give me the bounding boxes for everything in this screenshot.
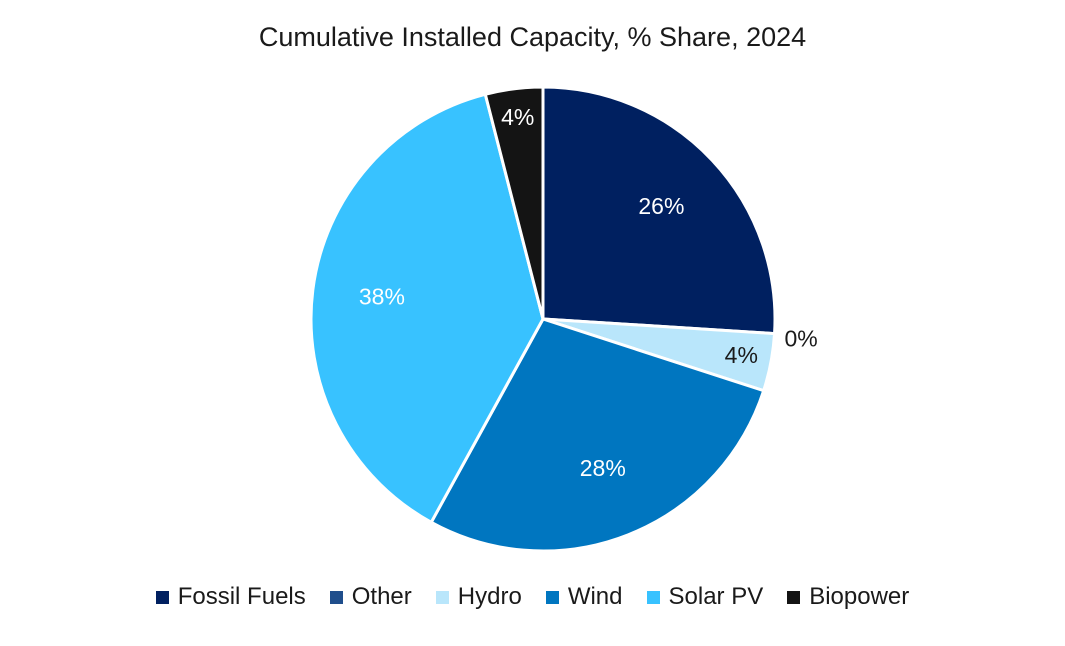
legend-swatch-hydro bbox=[435, 590, 449, 604]
legend-swatch-wind bbox=[545, 590, 559, 604]
slice-wind bbox=[429, 317, 766, 553]
data-label-fossil-fuels: 26% bbox=[638, 193, 684, 219]
legend-item-biopower: Biopower bbox=[787, 583, 909, 611]
legend-swatch-fossil-fuels bbox=[155, 590, 169, 604]
pie-slices bbox=[309, 85, 777, 553]
slice-labels: 26% 0% 4% 28% 38% 4% bbox=[359, 104, 818, 481]
chart-title: Cumulative Installed Capacity, % Share, … bbox=[258, 22, 807, 52]
slice-biopower bbox=[483, 85, 545, 321]
legend-label-hydro: Hydro bbox=[457, 583, 522, 610]
slice-fossil-fuels bbox=[541, 85, 777, 336]
slice-solar-pv bbox=[309, 92, 545, 524]
legend-label-solar-pv: Solar PV bbox=[668, 583, 764, 610]
legend-item-wind: Wind bbox=[545, 583, 623, 611]
legend-item-solar-pv: Solar PV bbox=[646, 583, 764, 611]
legend-item-fossil-fuels: Fossil Fuels bbox=[155, 583, 306, 611]
data-label-biopower: 4% bbox=[501, 104, 534, 130]
legend-item-hydro: Hydro bbox=[435, 583, 522, 611]
legend-item-other: Other bbox=[329, 583, 412, 611]
data-label-solar-pv: 38% bbox=[359, 284, 405, 310]
data-label-other: 0% bbox=[785, 325, 818, 351]
data-label-hydro: 4% bbox=[725, 342, 758, 368]
legend-swatch-solar-pv bbox=[646, 590, 660, 604]
legend-swatch-biopower bbox=[787, 590, 801, 604]
legend-label-wind: Wind bbox=[567, 583, 623, 610]
legend-label-fossil-fuels: Fossil Fuels bbox=[177, 583, 306, 610]
legend-label-biopower: Biopower bbox=[809, 583, 910, 610]
data-label-wind: 28% bbox=[580, 455, 626, 481]
legend: Fossil Fuels Other Hydro Wind Solar PV Biopow… bbox=[0, 583, 1065, 611]
legend-label-other: Other bbox=[351, 583, 412, 610]
legend-swatch-other bbox=[329, 590, 343, 604]
